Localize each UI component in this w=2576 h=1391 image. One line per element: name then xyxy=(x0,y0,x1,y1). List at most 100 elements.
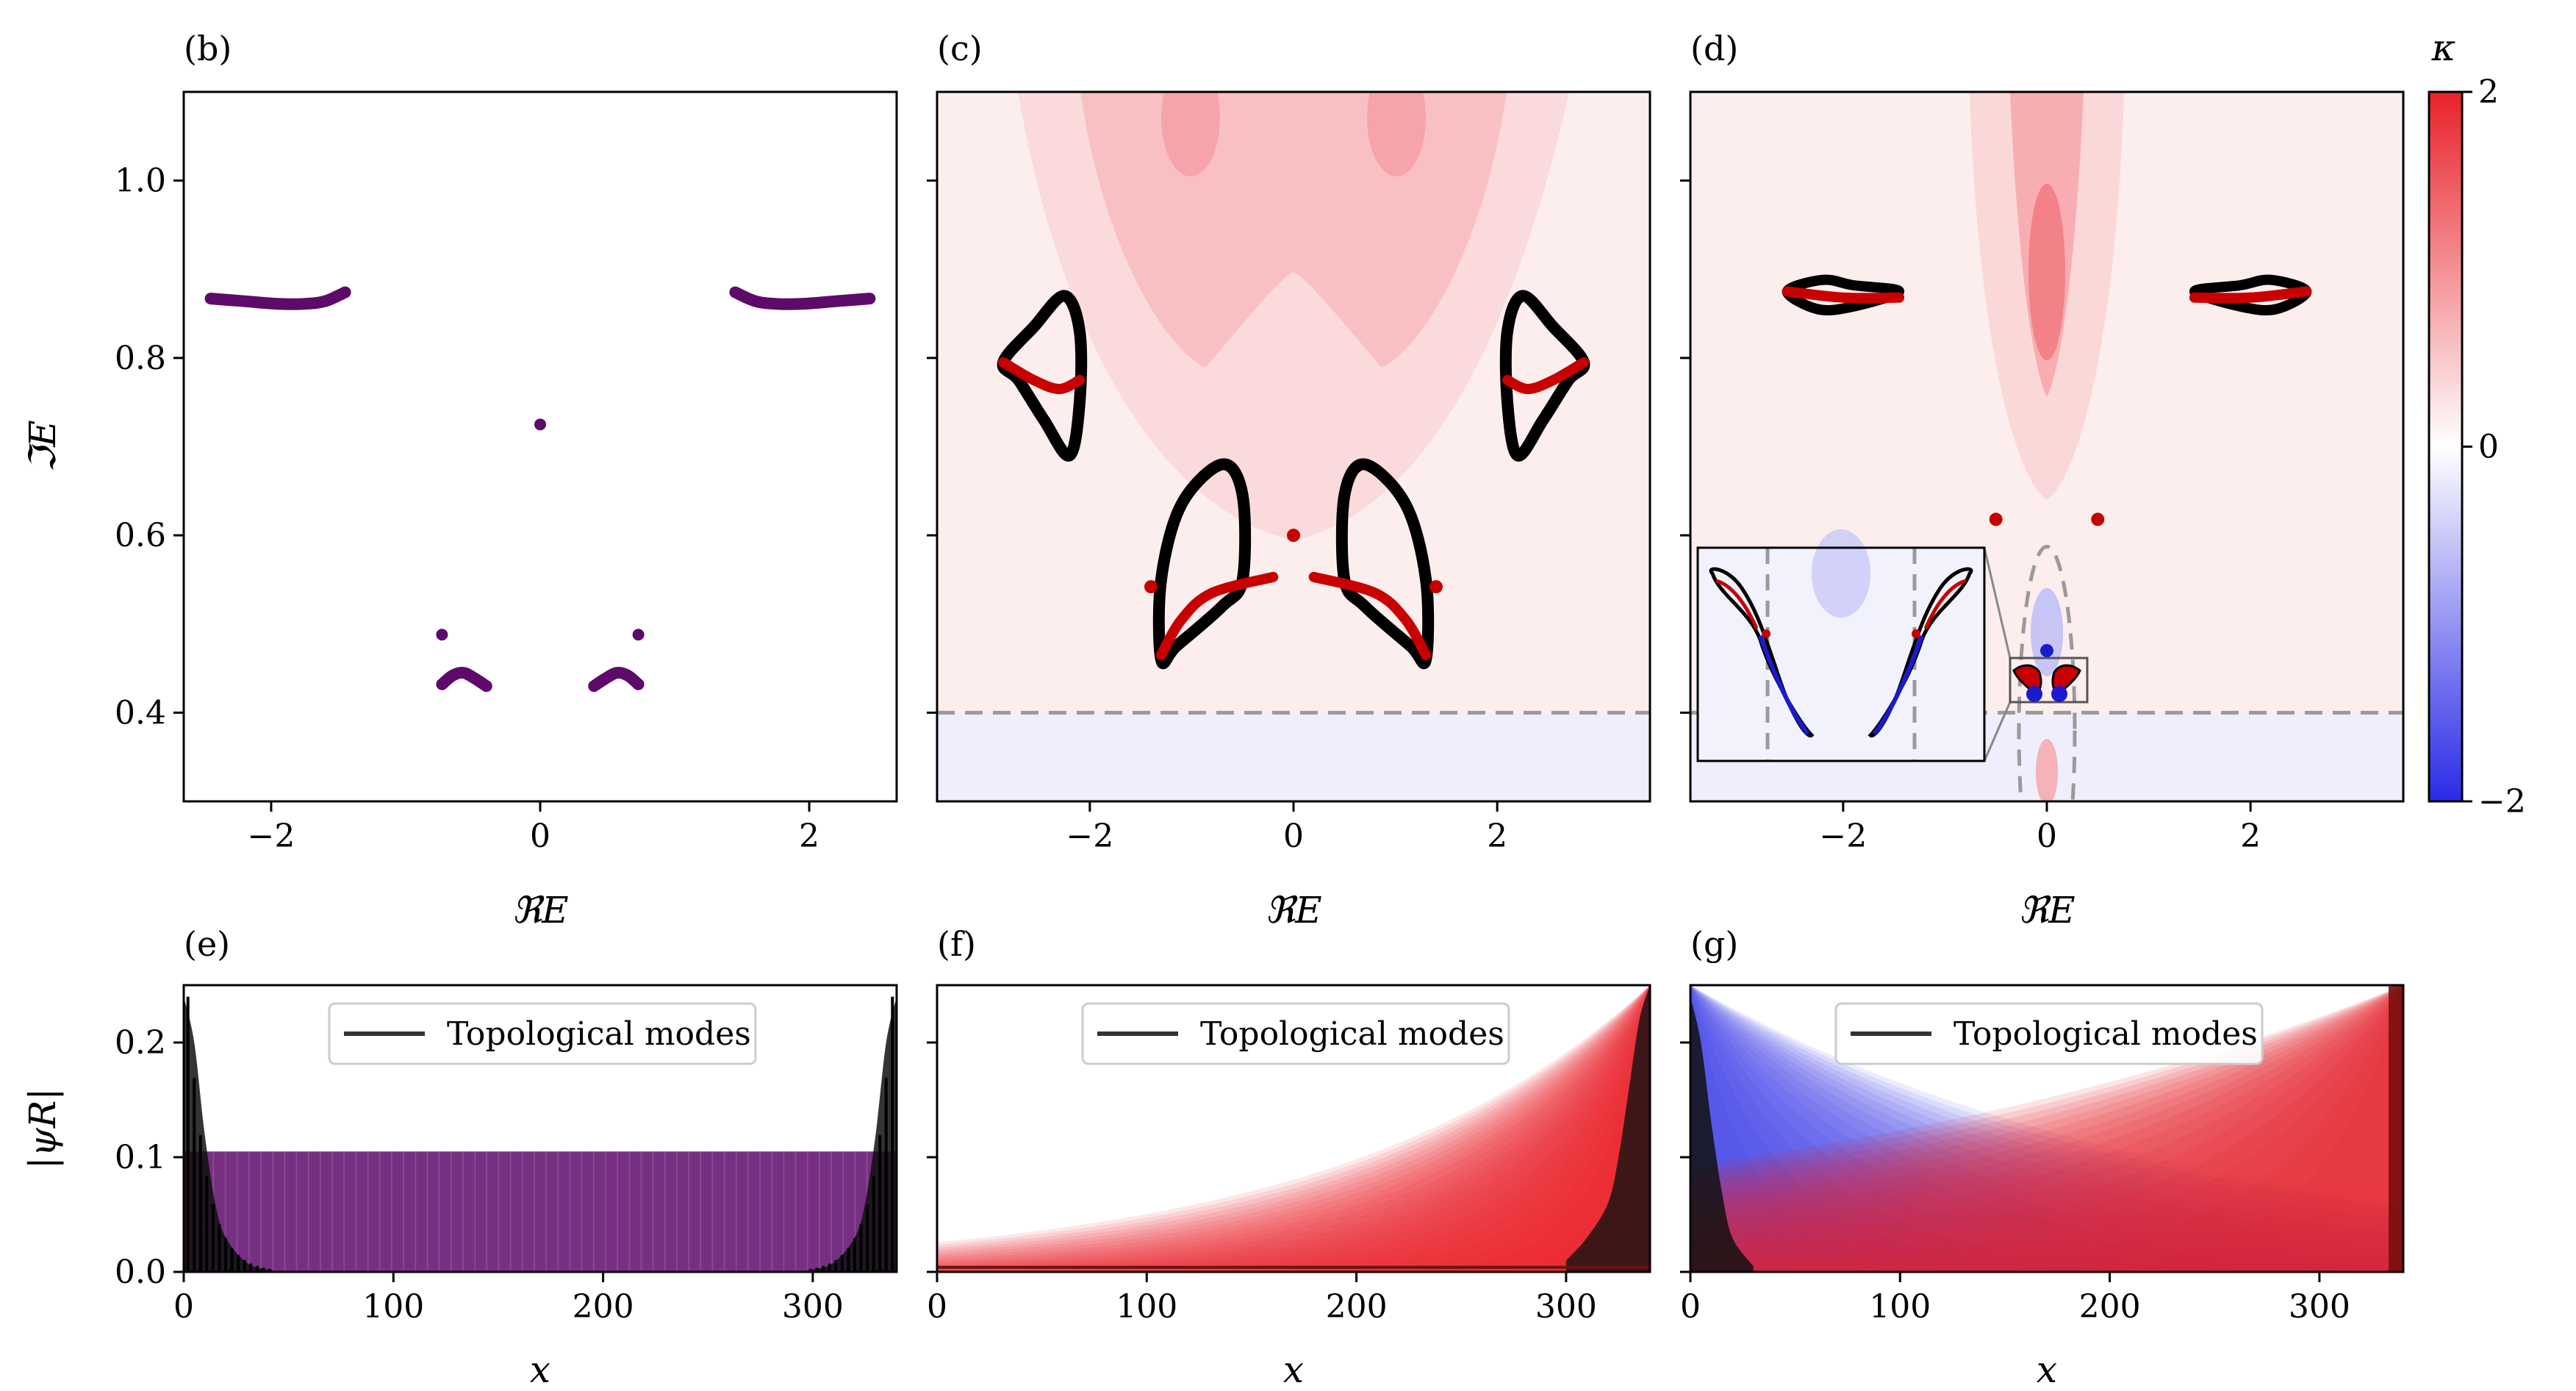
skin-mode-right xyxy=(1690,985,2403,1272)
skin-mode-right xyxy=(1690,985,2403,1272)
panel-e-xtick-label: 0 xyxy=(173,1288,194,1326)
skin-mode-left xyxy=(1690,985,2403,1272)
inset-connector-top xyxy=(1983,547,2012,659)
panel-e-legend-box xyxy=(328,1002,757,1065)
loop-right-outline xyxy=(2189,274,2312,315)
inset-point-left xyxy=(1762,629,1770,638)
panel-f-xtick-label: 100 xyxy=(1116,1288,1177,1326)
skin-mode-right xyxy=(1690,985,2403,1272)
panel-g-xtick-label: 100 xyxy=(1869,1288,1931,1326)
panel-f-frame xyxy=(936,984,1651,1273)
colorbar-title: κ xyxy=(2431,26,2456,69)
panel-e-xtick-label: 100 xyxy=(362,1288,424,1326)
panel-e-xlabel: x xyxy=(530,1348,550,1391)
spectrum-point xyxy=(436,629,448,641)
skin-mode xyxy=(937,985,1650,1272)
spectrum-arc-right-lower xyxy=(588,666,645,693)
inset-point-right xyxy=(1912,629,1920,638)
colorbar-gradient xyxy=(2428,90,2464,803)
panel-c-xtick-label: 2 xyxy=(1487,818,1507,855)
panel-f-legend-box xyxy=(1081,1002,1510,1065)
panel-b-frame xyxy=(182,90,898,803)
panel-g-legend-label: Topological modes xyxy=(1953,1015,2258,1053)
panel-g-xtick-label: 0 xyxy=(1680,1288,1701,1326)
loop-lower-right-outline xyxy=(1335,458,1435,670)
panel-label-c: (c) xyxy=(937,29,983,68)
panel-f: 0 100 200 300 x Topological modes xyxy=(927,984,1651,1391)
panel-d-xtick-label: 2 xyxy=(2240,818,2261,855)
panel-c-kappa-peak-right xyxy=(1367,92,1426,176)
panel-d-point xyxy=(2091,512,2105,526)
inset-branch-left-blue xyxy=(1758,634,1810,735)
small-loop-blue-right xyxy=(2051,686,2067,702)
panel-c-xtick-label: 0 xyxy=(1283,818,1304,855)
panel-e-xtick-label: 300 xyxy=(782,1288,844,1326)
panel-g-xlabel: x xyxy=(2037,1348,2057,1391)
skin-mode xyxy=(937,985,1650,1272)
panel-f-xtick-label: 200 xyxy=(1326,1288,1388,1326)
skin-mode xyxy=(937,985,1650,1272)
panel-d-point xyxy=(2040,643,2053,657)
skin-mode-left xyxy=(1690,985,2403,1272)
skin-mode xyxy=(937,985,1650,1272)
topological-mode-right xyxy=(1565,985,1650,1272)
topological-mode-left xyxy=(1690,996,1754,1272)
panel-d-xtick-label: −2 xyxy=(1819,818,1867,855)
panel-f-xlabel: x xyxy=(1283,1348,1304,1391)
skin-mode-left xyxy=(1690,985,2403,1272)
panel-f-legend-label: Topological modes xyxy=(1200,1015,1504,1053)
spectrum-arc-left-lower xyxy=(436,666,492,693)
skin-mode xyxy=(937,985,1650,1272)
panel-d-kappa-peak xyxy=(2028,184,2065,360)
panel-b-xtick-label: 2 xyxy=(799,818,819,855)
panel-c-xlabel: ℜE xyxy=(1265,889,1321,931)
skin-mode-left xyxy=(1690,985,2403,1272)
panel-e-ytick-label: 0.1 xyxy=(115,1139,166,1176)
spectrum-point xyxy=(534,418,546,431)
loop-left-outline xyxy=(1782,274,1905,315)
inset-kappa-blue xyxy=(1812,529,1870,618)
inset-frame xyxy=(1696,546,1986,762)
spectrum-point xyxy=(632,629,645,641)
panel-d-small-loops xyxy=(2012,664,2081,702)
spectrum-arc-right-upper xyxy=(729,286,876,310)
colorbar-tick-label: 2 xyxy=(2478,74,2499,111)
panel-d-dashed-ellipse xyxy=(2017,545,2077,801)
inset-branch-left-red xyxy=(1715,579,1759,629)
panel-c-xtick-label: −2 xyxy=(1066,818,1113,855)
panel-e-bulk-band xyxy=(184,1151,897,1272)
skin-mode-left xyxy=(1690,985,2403,1272)
loop-right-branch xyxy=(2189,286,2312,304)
loop-left-branch xyxy=(1782,286,1905,304)
colorbar: κ −2 0 2 xyxy=(2428,26,2526,820)
panel-b-ytick-label: 0.6 xyxy=(115,517,166,554)
panel-d-inset xyxy=(1696,529,2089,762)
skin-mode-right xyxy=(1690,985,2403,1272)
panel-label-g: (g) xyxy=(1690,924,1738,964)
panel-d-point xyxy=(1989,512,2003,526)
skin-mode xyxy=(937,985,1650,1272)
panel-e-ytick-label: 0.0 xyxy=(115,1254,166,1291)
skin-mode xyxy=(937,985,1650,1272)
skin-mode xyxy=(937,985,1650,1272)
panel-label-b: (b) xyxy=(184,29,232,68)
loop-upper-right-outline xyxy=(1499,290,1590,462)
skin-mode-left xyxy=(1690,985,2403,1272)
skin-mode-right xyxy=(1690,985,2403,1272)
skin-mode xyxy=(937,985,1650,1272)
skin-mode-left xyxy=(1690,985,2403,1272)
panel-g-legend-box xyxy=(1834,1002,2264,1065)
panel-b-ylabel: ℑE xyxy=(21,420,64,472)
skin-mode-right xyxy=(1690,985,2403,1272)
panel-g-legend: Topological modes xyxy=(1834,1002,2264,1065)
panel-c-point xyxy=(1429,580,1443,594)
panel-c-kappa-peak-left xyxy=(1161,92,1220,176)
colorbar-tick-label: −2 xyxy=(2478,783,2526,820)
skin-mode-right xyxy=(1690,985,2403,1272)
panel-b-ytick-label: 1.0 xyxy=(115,162,166,200)
panel-e-legend: Topological modes xyxy=(328,1002,757,1065)
skin-mode xyxy=(937,985,1650,1272)
panel-b: −2 0 2 0.4 0.6 0.8 1.0 ℜE ℑE xyxy=(21,90,898,931)
skin-mode xyxy=(937,985,1650,1272)
